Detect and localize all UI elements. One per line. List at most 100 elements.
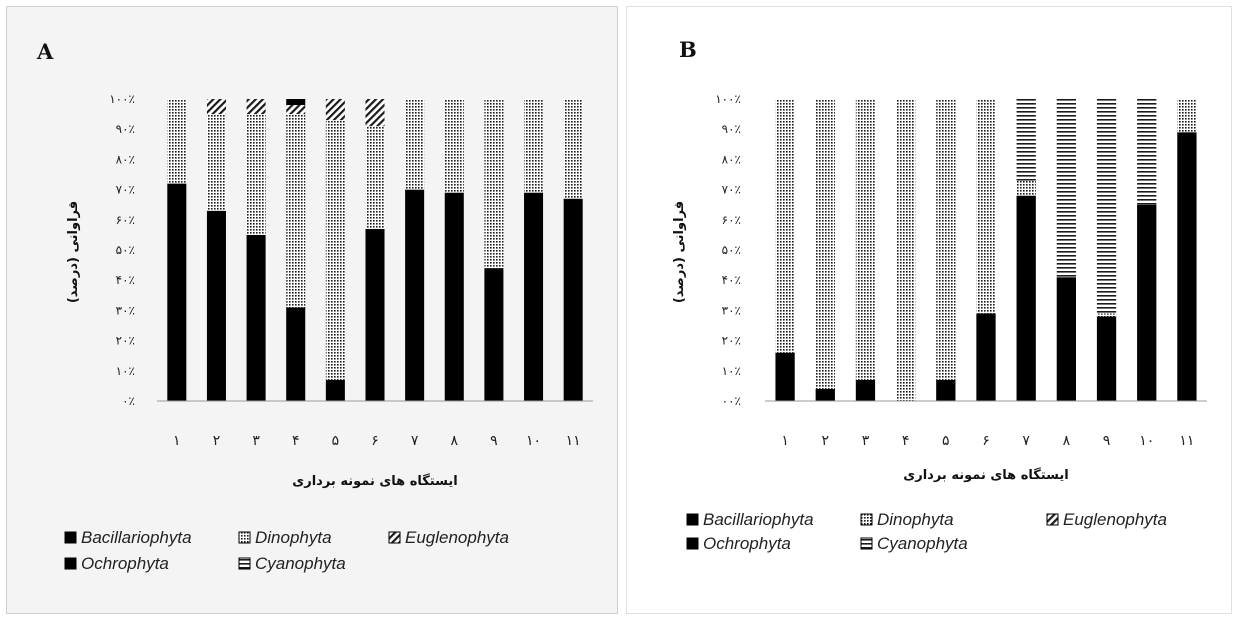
y-tick-label: ۱۰۰٪ [109, 92, 135, 106]
bar-segment-dinophyta [167, 99, 187, 184]
panel-a-letter: A [36, 39, 54, 64]
x-tick-label: ۹ [490, 433, 498, 449]
x-tick-label: ۲ [213, 433, 221, 449]
legend-swatch [64, 531, 77, 544]
legend-label: Euglenophyta [1063, 510, 1167, 529]
y-tick-label: ۸۰٪ [116, 152, 135, 166]
bar-segment-bacillariophyta [246, 234, 266, 401]
bar-segment-dinophyta [855, 99, 876, 380]
legend-label: Dinophyta [877, 510, 954, 529]
legend-swatch [238, 557, 251, 570]
x-tick-label: ۱۰ [1139, 433, 1154, 449]
y-tick-label: ۳۰٪ [722, 303, 741, 317]
legend-label: Ochrophyta [81, 554, 169, 573]
bar-segment-bacillariophyta [936, 379, 956, 401]
panel-a: A ۰٪ ۱۰٪ ۲۰٪ ۳۰٪ ۴۰٪ ۵۰٪ ۶۰٪ ۷۰٪ ۸۰٪ ۹۰٪ ۱۰۰٪ فراوا… [6, 6, 618, 614]
bar-segment-cyanophyta [1096, 99, 1117, 314]
bar-segment-dinophyta [1096, 313, 1117, 317]
bar-segment-euglenophyta [246, 99, 266, 115]
bar-segment-bacillariophyta [976, 313, 996, 401]
bar-segment-dinophyta [484, 99, 504, 269]
bar-segment-dinophyta [365, 126, 385, 229]
legend-label: Euglenophyta [405, 528, 509, 547]
bar-segment-dinophyta [1016, 180, 1036, 196]
bar-segment-dinophyta [775, 99, 795, 353]
x-tick-label: ۵ [332, 433, 340, 449]
legend-label: Ochrophyta [703, 534, 791, 553]
legend-label: Cyanophyta [877, 534, 968, 553]
y-tick-label: ۵۰٪ [116, 243, 135, 257]
y-axis-title: فراوانی (درصد) [672, 201, 687, 303]
legend-swatch [860, 537, 873, 550]
bar-segment-bacillariophyta [286, 307, 306, 401]
bar-segment-dinophyta [286, 114, 306, 308]
bar-segment-bacillariophyta [1016, 195, 1036, 401]
x-tick-label: ۵ [942, 433, 950, 449]
x-tick-label: ۱ [173, 433, 181, 449]
bar-segment-dinophyta [524, 99, 544, 193]
x-tick-label: ۱ [781, 433, 789, 449]
y-tick-label: ۲۰٪ [116, 334, 135, 348]
x-axis-title: ایستگاه های نمونه برداری [903, 467, 1068, 483]
bar-segment-cyanophyta [1056, 99, 1077, 278]
bar-segment-bacillariophyta [167, 183, 187, 401]
x-tick-label: ۸ [1063, 433, 1071, 449]
bar-segment-dinophyta [815, 99, 835, 389]
chart-b: B ۰۰٪ ۱۰٪ ۲۰٪ ۳۰٪ ۴۰٪ ۵۰٪ ۶۰٪ ۷۰٪ ۸۰٪ ۹۰٪ ۱۰۰٪ فراو… [672, 37, 1207, 553]
y-tick-label: ۱۰٪ [116, 364, 135, 378]
x-tick-label: ۲ [822, 433, 830, 449]
panel-b: B ۰۰٪ ۱۰٪ ۲۰٪ ۳۰٪ ۴۰٪ ۵۰٪ ۶۰٪ ۷۰٪ ۸۰٪ ۹۰٪ ۱۰۰٪ فراو… [626, 6, 1232, 614]
bar-segment-dinophyta [246, 114, 266, 235]
legend-label: Dinophyta [255, 528, 332, 547]
x-tick-label: ۴ [292, 433, 300, 449]
x-tick-label: ۳ [252, 433, 260, 449]
bar-segment-euglenophyta [206, 99, 226, 115]
chart-a: A ۰٪ ۱۰٪ ۲۰٪ ۳۰٪ ۴۰٪ ۵۰٪ ۶۰٪ ۷۰٪ ۸۰٪ ۹۰٪ ۱۰۰٪ فراوا… [36, 39, 593, 573]
bar-segment-bacillariophyta [484, 268, 504, 401]
y-tick-label: ۱۰۰٪ [715, 92, 741, 106]
y-tick-label: ۰٪ [122, 394, 135, 408]
y-tick-label: ۴۰٪ [116, 273, 135, 287]
y-tick-label: ۳۰٪ [116, 303, 135, 317]
x-tick-label: ۸ [451, 433, 459, 449]
legend-swatch [860, 513, 873, 526]
bar-segment-euglenophyta [365, 99, 385, 127]
y-tick-label: ۹۰٪ [116, 122, 135, 136]
x-tick-label: ۱۱ [566, 433, 581, 449]
bar-segment-dinophyta [325, 120, 345, 380]
legend-swatch [1046, 513, 1059, 526]
legend-swatch [686, 537, 699, 550]
x-tick-label: ۷ [1022, 433, 1030, 449]
bar-segment-dinophyta [976, 99, 996, 314]
bar-segment-ochrophyta [286, 99, 306, 106]
bar-segment-dinophyta [444, 99, 464, 193]
bar-segment-dinophyta [1177, 99, 1197, 133]
y-tick-label: ۹۰٪ [722, 122, 741, 136]
bar-segment-dinophyta [563, 99, 583, 199]
bar-segment-euglenophyta [286, 105, 306, 115]
x-tick-label: ۱۰ [526, 433, 541, 449]
y-tick-label: ۵۰٪ [722, 243, 741, 257]
legend-swatch [238, 531, 251, 544]
x-tick-label: ۱۱ [1179, 433, 1194, 449]
bar-segment-bacillariophyta [815, 388, 835, 401]
bar-segment-dinophyta [405, 99, 425, 190]
bar-segment-bacillariophyta [775, 352, 795, 401]
y-tick-label: ۷۰٪ [722, 183, 741, 197]
x-axis-title: ایستگاه های نمونه برداری [292, 473, 457, 489]
bar-segment-dinophyta [895, 99, 916, 401]
x-tick-label: ۶ [371, 433, 379, 449]
legend-label: Bacillariophyta [703, 510, 814, 529]
panel-b-letter: B [679, 37, 697, 62]
bar-segment-bacillariophyta [1177, 132, 1197, 401]
y-tick-label: ۰۰٪ [722, 394, 741, 408]
legend-swatch [686, 513, 699, 526]
x-tick-label: ۳ [862, 433, 870, 449]
bar-segment-bacillariophyta [855, 379, 876, 401]
bar-segment-dinophyta [936, 99, 956, 380]
y-tick-label: ۷۰٪ [116, 183, 135, 197]
x-tick-label: ۶ [982, 433, 990, 449]
legend-swatch [388, 531, 401, 544]
x-tick-label: ۷ [411, 433, 419, 449]
